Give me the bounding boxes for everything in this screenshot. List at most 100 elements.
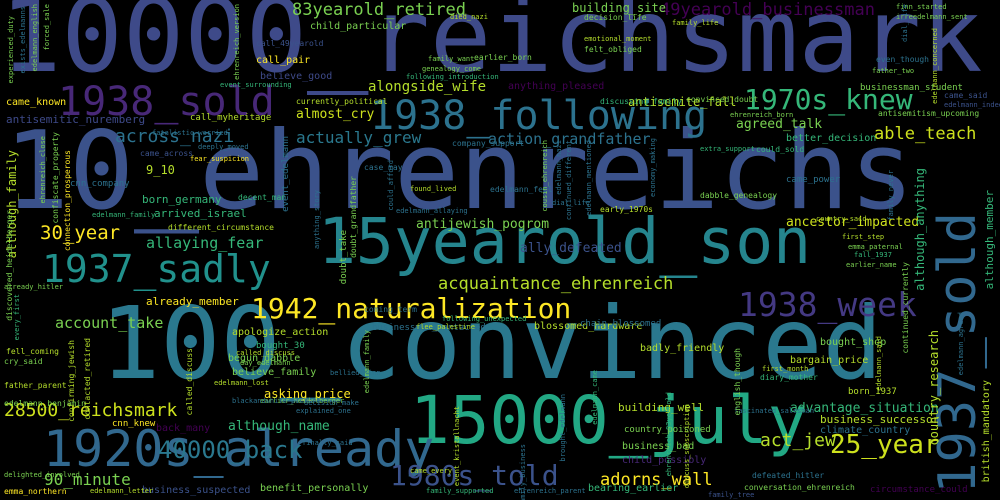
word-deeply-moved: every_first bbox=[13, 294, 21, 341]
word-currently-political: currently_political bbox=[296, 97, 388, 106]
word-action-grandfather: action_grandfather bbox=[488, 130, 651, 148]
word-father-parent: cry_said bbox=[4, 357, 43, 366]
word-agreed-talk: agreed_talk bbox=[736, 117, 823, 132]
word-bought-shop: bought_shop bbox=[820, 337, 887, 348]
word-british-mandatory: british_mandatory bbox=[981, 380, 992, 483]
word-emma-northern: emma_northern bbox=[4, 487, 67, 496]
word-acquaintance-ehrenreich: acquaintance_ehrenreich bbox=[438, 274, 674, 294]
word-event-edelmann: edelmann_allaying bbox=[396, 207, 468, 215]
word-call-pair: call_pair bbox=[256, 55, 311, 66]
word-allaying-fear: allaying_fear bbox=[146, 234, 264, 252]
word-already-hitler: blackandwhite_picture bbox=[232, 397, 321, 405]
word-event-surrounding: event_surrounding bbox=[220, 81, 292, 89]
word-bellied-finn: economy_making bbox=[649, 138, 657, 198]
word-dabble-genealogy: dabble_genealogy bbox=[700, 191, 778, 200]
word-doubt-grandfather: ehrenreich_born bbox=[730, 111, 794, 119]
word-advantage-situation: advantage_situation bbox=[790, 401, 939, 416]
word-country-poisoned: country_poisoned bbox=[624, 425, 711, 435]
word-continued-different: doubt_grandfather bbox=[349, 176, 358, 258]
word-finally-said: edelmann_concerned bbox=[931, 28, 939, 104]
word-1970s-knew: 1970s_knew bbox=[744, 83, 913, 116]
word-cnn-company: cnn_company bbox=[70, 179, 130, 189]
word-although-member: although_member bbox=[983, 190, 996, 290]
word-dial-life: already_hitler bbox=[4, 283, 64, 291]
word-early-1970s: early_1970s bbox=[600, 205, 653, 214]
word-connection-prosperous: connection_prosperous bbox=[63, 150, 72, 252]
word-83yearold-retired: 83yearold_retired bbox=[292, 0, 466, 20]
word-exists-edelmanns: died_nazi bbox=[450, 13, 488, 21]
word-family-tree: came_every bbox=[410, 467, 453, 475]
word-case-may: case_may bbox=[364, 163, 403, 172]
word-businessman-student: businessman_student bbox=[860, 83, 963, 93]
word-died-nazi: even_though bbox=[876, 55, 929, 64]
word-adorns-wall: adorns_wall bbox=[600, 470, 713, 490]
word-edelmann-say: bellied_finn bbox=[330, 369, 381, 377]
word-fatalistic-worried: edelmann_family bbox=[363, 330, 371, 394]
word-1942-naturalization: 1942_naturalization bbox=[251, 292, 572, 325]
word-born-germany: born_germany bbox=[142, 193, 222, 206]
word-first-month: diary_mother bbox=[760, 373, 818, 382]
word-came-power: came_power bbox=[786, 175, 841, 185]
word-coming-term: coming_term bbox=[364, 305, 417, 314]
word-doubt-take: emotional_moment bbox=[584, 35, 652, 43]
word-genealogy-come: father_two bbox=[872, 67, 915, 75]
word-day-edelmann: called_discuss bbox=[236, 349, 296, 357]
word-edelmann-concerned: family_never bbox=[887, 170, 895, 221]
word-flee-palestine: delighted_involved bbox=[4, 471, 80, 479]
word-diary-mother: father_parent bbox=[4, 381, 67, 390]
word-account-take: account_take bbox=[55, 314, 164, 332]
word-believe-good: believe_good bbox=[260, 71, 333, 82]
word-confiscate-property: confiscate_property bbox=[51, 132, 60, 224]
word-able-teach: able_teach bbox=[874, 124, 977, 144]
word-decision-make: earlier_heidelberger bbox=[260, 397, 345, 405]
word-1938-following: 1938_following bbox=[370, 93, 708, 139]
word-antijewish-pogrom: antijewish_pogrom bbox=[416, 217, 550, 232]
word-1938-sold: 1938_sold bbox=[58, 79, 275, 125]
word-decision-life: decision_life bbox=[584, 13, 647, 22]
word-contacted-retired: contacted_retired bbox=[83, 338, 92, 420]
word-family-never: continued_different bbox=[565, 140, 573, 221]
word-antisemitism-upcoming: antisemitism_upcoming bbox=[878, 109, 980, 118]
word-1980s-told: 1980s_told bbox=[390, 459, 559, 492]
word-could-afford: dial_life bbox=[901, 4, 909, 42]
word-delighted-involved: ehrenreich_parent bbox=[514, 487, 586, 495]
word-brought-edelmann: could_afford bbox=[387, 160, 395, 211]
word-different-circumstance: different_circumstance bbox=[168, 223, 274, 232]
word-family-want: family_want bbox=[428, 55, 475, 63]
word-convinced-doubt: convinced_doubt bbox=[686, 95, 759, 104]
word-alongside-wife: alongside_wife bbox=[368, 79, 487, 95]
word-confirming-jewish: confirming_jewish bbox=[67, 340, 76, 422]
word-english-though: edelmann_said bbox=[875, 336, 883, 391]
word-country-said: country_said bbox=[816, 215, 867, 223]
word-discuss-subscription: family_supported bbox=[426, 487, 494, 495]
word-family-life: irreedelmann_sent bbox=[896, 13, 968, 21]
word-10000-reichsmark: 10000_reichsmark bbox=[0, 0, 983, 96]
word-15yearold-son: 15yearold_son bbox=[318, 205, 812, 278]
word-edelmann-heard: anything_story bbox=[313, 190, 321, 250]
word-businessman-contacted: businessman_contacted bbox=[372, 323, 486, 333]
word-company-support: company_support bbox=[452, 139, 525, 148]
word-49yearold-businessman: 49yearold_businessman bbox=[660, 0, 875, 20]
word-edelmann-lost: day_edelmann bbox=[240, 359, 291, 367]
word-although-name: although_name bbox=[228, 419, 330, 434]
word-earlier-born: earlier_born bbox=[474, 53, 532, 62]
word-fell-coming: explained_one bbox=[296, 407, 351, 415]
word-15000-july: 15000_july bbox=[410, 382, 808, 459]
word-father-two: finn_started bbox=[896, 3, 947, 11]
word-40000-back: 40000_back bbox=[158, 436, 303, 464]
word-decent-man: decent_man bbox=[238, 193, 287, 202]
word-called-discuss: called_discuss bbox=[185, 348, 194, 416]
word-family-business: flee_palestine bbox=[416, 323, 476, 331]
word-anything-story: doubt_take bbox=[339, 230, 349, 285]
word-call-49yearold: call_49yearold bbox=[256, 39, 324, 48]
word-across-nazi: across_nazi bbox=[115, 126, 235, 147]
word-30-year: 30_year bbox=[40, 222, 121, 244]
word-ehrenreich-born: edelmann_mentioned bbox=[585, 140, 593, 216]
word-benefit-personally: benefit_personally bbox=[260, 483, 369, 494]
word-edelmann-agreed: english_though bbox=[733, 348, 742, 416]
word-100-convinced: 100_convinced bbox=[100, 285, 883, 402]
word-edelmann-benjamin: edelmann_benjamin bbox=[4, 399, 86, 408]
word-bargain-price: bargain_price bbox=[790, 355, 869, 366]
word-bought-30: bought_30 bbox=[256, 341, 305, 351]
word-believe-family: believe_family bbox=[232, 367, 317, 378]
